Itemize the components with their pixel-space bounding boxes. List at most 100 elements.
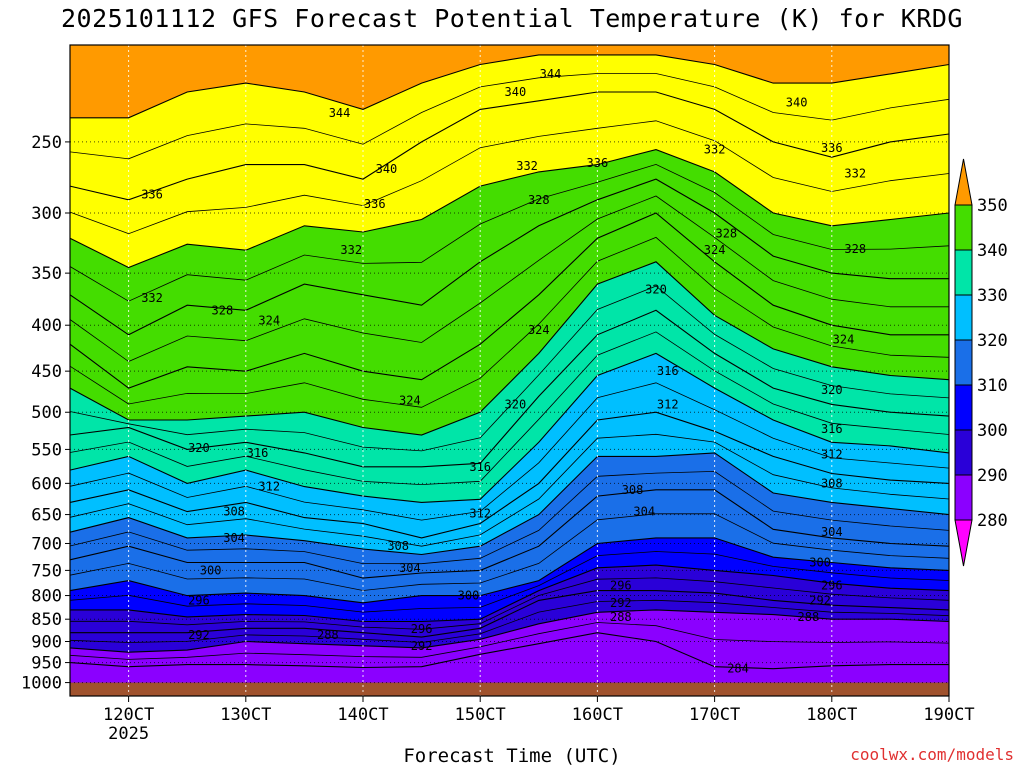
isentrope-line-324 [69, 261, 950, 436]
colorbar-label: 350 [977, 196, 1008, 216]
contour-label: 284 [727, 662, 749, 676]
y-tick-label: 400 [31, 316, 62, 336]
isentrope-line-layer [69, 54, 950, 670]
contour-label: 336 [141, 187, 163, 201]
contour-label: 292 [809, 593, 831, 607]
contour-label: 316 [821, 422, 843, 436]
x-tick-label: 150CT [455, 705, 506, 725]
contour-label: 296 [411, 622, 433, 636]
contour-label: 312 [258, 480, 280, 494]
colorbar-bottom-arrow [954, 519, 973, 567]
y-tick-label: 600 [31, 474, 62, 494]
contour-label: 336 [821, 141, 843, 155]
isentrope-line-298 [69, 551, 950, 613]
contour-label: 316 [469, 460, 491, 474]
y-tick-label: 800 [31, 587, 62, 607]
y-tick-label: 550 [31, 440, 62, 460]
contour-label: 344 [540, 67, 562, 81]
contour-label: 292 [610, 596, 632, 610]
contour-label: 344 [329, 106, 351, 120]
y-tick-label: 1000 [21, 674, 62, 694]
isentrope-line-306 [69, 470, 950, 565]
isentrope-line-318 [69, 331, 950, 486]
colorbar-label: 310 [977, 376, 1008, 396]
y-tick-label: 750 [31, 561, 62, 581]
isentrope-line-340 [69, 91, 950, 201]
contour-label: 300 [458, 589, 480, 603]
colorbar: 280 290 300 310 320 330 340 350 [954, 158, 1008, 567]
ground-strip [70, 682, 949, 696]
isentrope-line-330 [69, 195, 949, 362]
y-tick-label: 700 [31, 534, 62, 554]
contour-label: 304 [223, 531, 245, 545]
contour-label: 296 [610, 579, 632, 593]
isentrope-line-342 [69, 73, 950, 160]
contour-label: 288 [610, 610, 632, 624]
isentrope-line-344 [70, 54, 950, 119]
contour-label: 336 [364, 197, 386, 211]
isentrope-fill-layer [70, 45, 949, 697]
y-tick-label: 250 [31, 133, 62, 153]
contour-label: 340 [505, 85, 527, 99]
isentrope-line-326 [69, 236, 950, 408]
x-tick-label: 190CT [923, 705, 974, 725]
contour-label: 308 [223, 505, 245, 519]
isentrope-line-290 [69, 599, 950, 643]
contour-label: 324 [833, 333, 855, 347]
colorbar-segment [954, 294, 973, 341]
contour-label: 312 [469, 506, 491, 520]
y-tick-label: 650 [31, 506, 62, 526]
isentrope-line-316 [69, 352, 950, 503]
colorbar-label: 340 [977, 241, 1008, 261]
colorbar-top-arrow [954, 158, 973, 206]
isentrope-line-314 [69, 382, 950, 521]
x-axis-title: Forecast Time (UTC) [403, 745, 621, 767]
credit-text[interactable]: coolwx.com/models [850, 745, 1014, 764]
ground-layer [70, 682, 949, 696]
contour-label: 332 [844, 166, 866, 180]
contour-label: 316 [657, 364, 679, 378]
isentrope-line-300 [69, 537, 950, 604]
contour-label: 320 [821, 383, 843, 397]
isentrope-line-332 [69, 178, 949, 336]
axis-layer: 2503003504004505005506006507007508008509… [21, 44, 975, 744]
contour-label: 312 [821, 447, 843, 461]
x-tick-label: 140CT [337, 705, 388, 725]
y-tick-label: 300 [31, 204, 62, 224]
colorbar-label: 280 [977, 511, 1008, 531]
x-tick-label: 180CT [806, 705, 857, 725]
colorbar-segment [954, 249, 973, 296]
isentrope-line-284 [69, 632, 949, 670]
colorbar-label: 290 [977, 466, 1008, 486]
contour-label: 320 [188, 441, 210, 455]
colorbar-label: 300 [977, 421, 1008, 441]
contour-label: 324 [528, 323, 550, 337]
y-tick-label: 500 [31, 403, 62, 423]
colorbar-segment [954, 204, 973, 251]
colorbar-segment [954, 474, 973, 521]
contour-label: 296 [188, 593, 210, 607]
contour-label: 292 [411, 639, 433, 653]
contour-label: 304 [399, 561, 421, 575]
layer-fill-below-284 [70, 632, 949, 696]
contour-label: 324 [704, 243, 726, 257]
isentrope-line-328 [69, 212, 949, 389]
isentrope-line-312 [69, 411, 950, 539]
colorbar-segment [954, 384, 973, 431]
contour-label: 296 [821, 579, 843, 593]
isentrope-line-302 [69, 513, 950, 591]
isentrope-line-286 [69, 622, 950, 660]
contour-label: 304 [633, 505, 655, 519]
contour-label: 300 [200, 563, 222, 577]
x-tick-label: 160CT [572, 705, 623, 725]
contour-label: 328 [212, 303, 234, 317]
contour-label-layer: 3443443403403403363363363363323323323323… [141, 67, 866, 676]
contour-label: 340 [376, 162, 398, 176]
contour-label: 324 [399, 393, 421, 407]
colorbar-label: 330 [977, 286, 1008, 306]
contour-label: 308 [387, 539, 409, 553]
isentrope-line-338 [69, 120, 950, 235]
contour-label: 328 [844, 242, 866, 256]
isentrope-line-296 [70, 564, 950, 623]
contour-label: 332 [340, 243, 362, 257]
